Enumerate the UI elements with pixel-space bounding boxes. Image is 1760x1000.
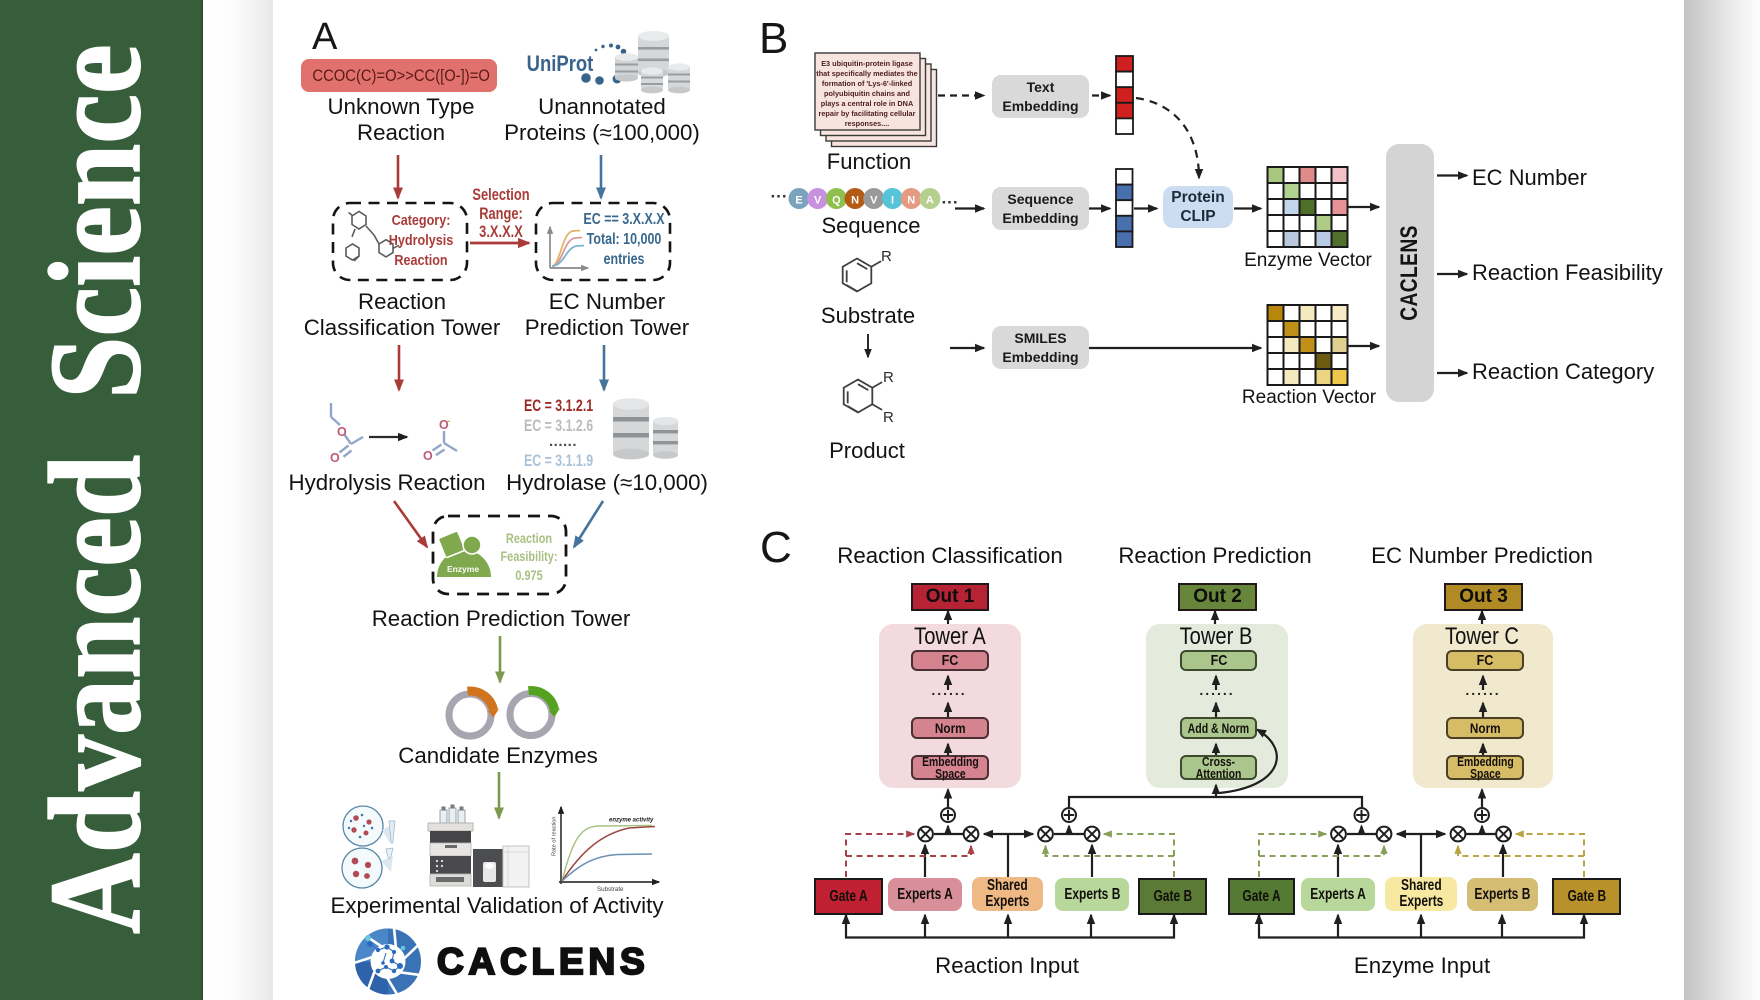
svg-text:E: E	[795, 195, 802, 207]
svg-text:O: O	[423, 449, 433, 463]
svg-text:A: A	[926, 195, 934, 207]
svg-text:···: ···	[942, 193, 959, 212]
svg-text:Substrate: Substrate	[597, 886, 624, 893]
svg-text:R: R	[883, 369, 894, 386]
svg-text:Q: Q	[832, 195, 841, 207]
svg-text:V: V	[814, 195, 822, 207]
svg-text:O: O	[330, 451, 340, 465]
svg-text:repair by facilitating cellula: repair by facilitating cellular	[819, 109, 916, 118]
svg-text:O: O	[439, 418, 449, 432]
svg-text:-: -	[447, 416, 450, 427]
svg-text:Enzyme: Enzyme	[447, 564, 479, 574]
svg-text:R: R	[883, 409, 894, 426]
svg-text:O: O	[337, 425, 347, 439]
svg-text:Rate of reaction: Rate of reaction	[552, 817, 558, 857]
svg-text:R: R	[881, 248, 892, 265]
svg-text:UniProt: UniProt	[527, 53, 594, 77]
svg-text:formation of 'Lys-6'-linked: formation of 'Lys-6'-linked	[822, 79, 912, 88]
svg-text:E3 ubiquitin-protein ligase: E3 ubiquitin-protein ligase	[821, 59, 913, 68]
svg-text:responses....: responses....	[845, 119, 890, 128]
svg-text:polyubiquitin chains and: polyubiquitin chains and	[824, 89, 910, 98]
svg-text:plays a central role in DNA: plays a central role in DNA	[821, 99, 914, 108]
svg-text:V: V	[870, 195, 878, 207]
svg-text:I: I	[891, 195, 894, 207]
svg-text:···: ···	[771, 187, 788, 206]
svg-text:N: N	[851, 195, 859, 207]
svg-text:enzyme activity: enzyme activity	[609, 818, 654, 824]
svg-text:that specifically mediates the: that specifically mediates the	[816, 69, 917, 78]
svg-text:N: N	[907, 195, 915, 207]
